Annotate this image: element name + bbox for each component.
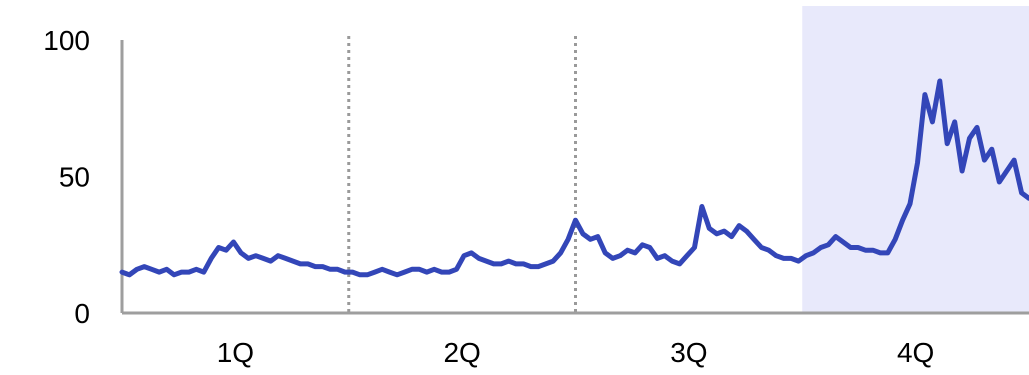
- y-tick-label-50: 50: [59, 162, 90, 193]
- y-tick-label-100: 100: [43, 25, 90, 56]
- x-tick-label-4Q: 4Q: [897, 337, 934, 368]
- y-tick-label-0: 0: [74, 298, 90, 329]
- x-tick-label-3Q: 3Q: [670, 337, 707, 368]
- x-tick-label-2Q: 2Q: [443, 337, 480, 368]
- series-line-0: [119, 78, 1029, 278]
- x-tick-label-1Q: 1Q: [217, 337, 254, 368]
- y-tick-labels: 0 50 100: [43, 25, 90, 329]
- x-tick-labels: 1Q 2Q 3Q 4Q: [217, 337, 935, 368]
- series-layer: [119, 78, 1029, 278]
